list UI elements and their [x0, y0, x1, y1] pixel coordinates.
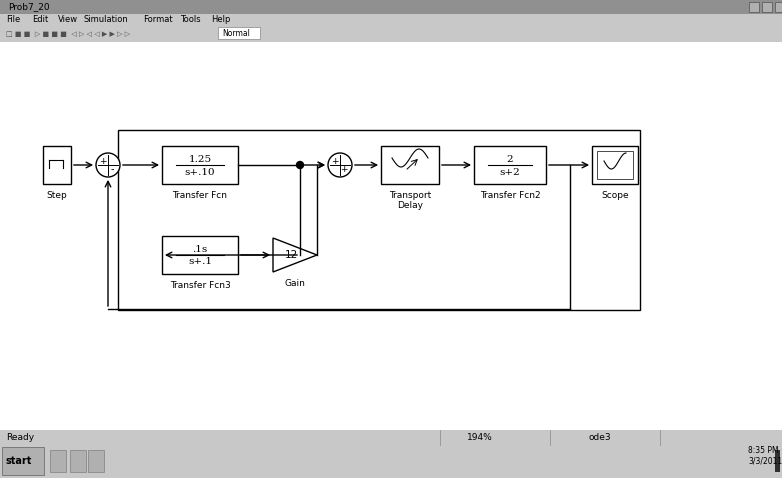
Circle shape: [96, 153, 120, 177]
Text: start: start: [5, 456, 31, 467]
Text: s+.1: s+.1: [188, 258, 212, 267]
Bar: [0, 42, 782, 430]
Text: 1.25: 1.25: [188, 154, 212, 163]
Text: View: View: [58, 15, 78, 24]
Bar: [775, 450, 780, 472]
Text: Simulation: Simulation: [84, 15, 129, 24]
Text: 194%: 194%: [467, 433, 493, 442]
Bar: [0, 430, 782, 445]
Text: +: +: [332, 156, 339, 165]
Text: s+2: s+2: [500, 167, 520, 176]
Text: Prob7_20: Prob7_20: [8, 2, 49, 11]
Text: .1s: .1s: [192, 245, 208, 253]
Bar: [2, 447, 44, 475]
Bar: [0, 0, 782, 14]
Bar: [749, 2, 759, 12]
Text: ode3: ode3: [589, 433, 612, 442]
Text: 12: 12: [285, 250, 298, 260]
Text: -: -: [110, 164, 113, 174]
Text: Gain: Gain: [285, 279, 306, 288]
Bar: [218, 27, 260, 39]
Text: +: +: [99, 156, 107, 165]
Text: Ready: Ready: [6, 433, 34, 442]
Bar: [381, 146, 439, 184]
Bar: [43, 146, 71, 184]
Circle shape: [296, 162, 303, 169]
Bar: [592, 146, 638, 184]
Text: Transport
Delay: Transport Delay: [389, 191, 431, 210]
Text: Transfer Fcn3: Transfer Fcn3: [170, 281, 231, 290]
Text: Transfer Fcn: Transfer Fcn: [173, 191, 228, 200]
Text: Help: Help: [211, 15, 231, 24]
Circle shape: [328, 153, 352, 177]
Text: Transfer Fcn2: Transfer Fcn2: [479, 191, 540, 200]
Text: 2: 2: [507, 154, 513, 163]
Bar: [775, 2, 782, 12]
Bar: [762, 2, 772, 12]
Text: Normal: Normal: [222, 29, 250, 38]
Bar: [70, 450, 86, 472]
Bar: [0, 25, 782, 42]
Text: Edit: Edit: [32, 15, 48, 24]
Bar: [597, 151, 633, 179]
Text: s+.10: s+.10: [185, 167, 215, 176]
Text: 8:35 PM
3/3/2011: 8:35 PM 3/3/2011: [748, 446, 782, 466]
Polygon shape: [273, 238, 317, 272]
Bar: [0, 445, 782, 478]
Text: Format: Format: [143, 15, 173, 24]
Bar: [88, 450, 104, 472]
Bar: [118, 130, 640, 310]
Text: □ ■ ■  ▷ ■ ■ ■  ◁ ▷ ◁ ◁ ▶ ▶ ▷ ▷: □ ■ ■ ▷ ■ ■ ■ ◁ ▷ ◁ ◁ ▶ ▶ ▷ ▷: [6, 31, 130, 36]
Text: File: File: [6, 15, 20, 24]
Bar: [162, 146, 238, 184]
Text: Step: Step: [47, 191, 67, 200]
Text: +: +: [340, 164, 348, 174]
Text: Tools: Tools: [180, 15, 201, 24]
Bar: [50, 450, 66, 472]
Bar: [0, 14, 782, 25]
Text: Scope: Scope: [601, 191, 629, 200]
Bar: [474, 146, 546, 184]
Bar: [162, 236, 238, 274]
